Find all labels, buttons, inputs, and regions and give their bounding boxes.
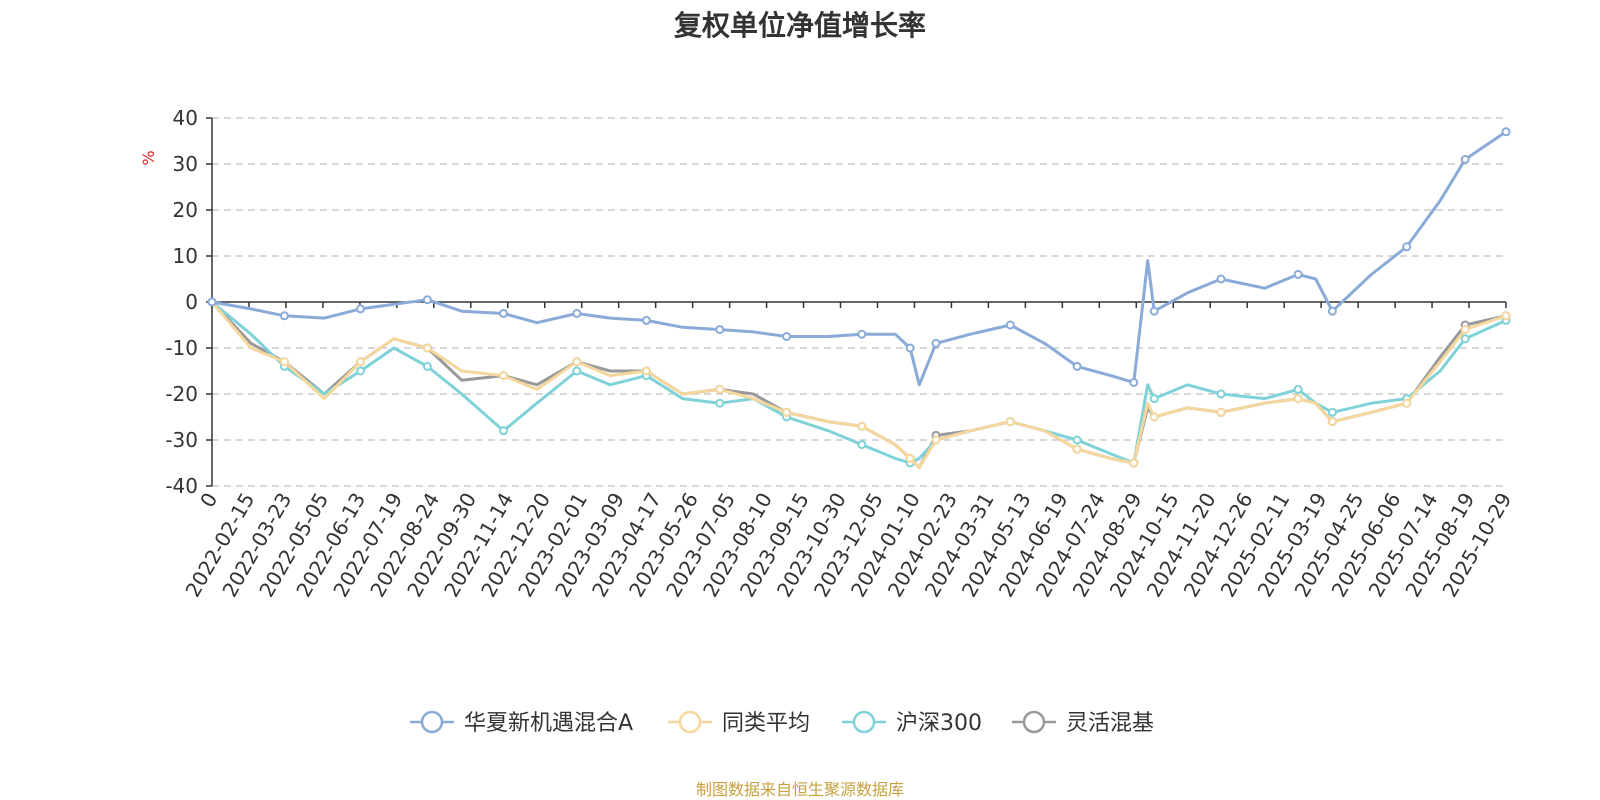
series-1-point bbox=[1005, 320, 1015, 330]
series-1-point bbox=[1460, 154, 1470, 164]
series-2-point bbox=[905, 453, 915, 463]
series-2-point bbox=[1216, 407, 1226, 417]
series-1-point bbox=[782, 332, 792, 341]
legend[interactable]: 华夏新机遇混合A 同类平均 沪深300 灵活混基 bbox=[410, 710, 1154, 736]
legend-marker bbox=[1022, 710, 1046, 734]
series-1-point bbox=[715, 325, 725, 335]
series-3-point bbox=[1072, 435, 1082, 445]
series-2-point bbox=[1402, 398, 1412, 408]
series-3-point bbox=[356, 366, 365, 376]
series-1-point bbox=[1149, 306, 1159, 316]
y-axis: -40 -30 -20 -10 0 10 20 30 40% bbox=[139, 106, 213, 498]
series-1-point bbox=[1072, 361, 1082, 371]
series-1-point bbox=[279, 311, 289, 321]
series-3-point bbox=[1293, 384, 1303, 394]
chart-title: 复权单位净值增长率 bbox=[673, 9, 926, 42]
legend-item-2[interactable]: 同类平均 bbox=[668, 710, 810, 736]
series-3-point bbox=[1327, 407, 1337, 417]
y-tick-label: -30 bbox=[165, 428, 198, 452]
series-2-point bbox=[356, 357, 365, 367]
series-2-point bbox=[1129, 458, 1139, 468]
series-3-point bbox=[499, 426, 508, 436]
series-2-point bbox=[1005, 417, 1015, 427]
y-tick-label: 10 bbox=[173, 244, 198, 268]
source-note: 制图数据来自恒生聚源数据库 bbox=[695, 780, 904, 799]
series-2-point bbox=[499, 371, 508, 381]
series-2-point bbox=[1460, 325, 1470, 335]
legend-label: 沪深300 bbox=[896, 711, 982, 736]
series-1-point bbox=[857, 329, 867, 339]
series-1-point bbox=[931, 338, 941, 348]
series-3-point bbox=[422, 361, 432, 371]
legend-label: 同类平均 bbox=[722, 711, 810, 736]
series-3-point bbox=[1216, 389, 1226, 399]
legend-marker bbox=[420, 710, 444, 734]
series-line-3 bbox=[211, 300, 1507, 465]
legend-marker bbox=[678, 710, 702, 734]
series-lines bbox=[207, 127, 1511, 470]
series-2-point bbox=[1501, 311, 1511, 321]
series-2-point bbox=[279, 357, 289, 367]
series-2-point bbox=[782, 407, 792, 417]
series-1-point bbox=[1327, 306, 1337, 316]
series-1-point bbox=[422, 295, 432, 305]
series-1-point bbox=[1293, 269, 1303, 279]
series-2-point bbox=[572, 357, 582, 367]
series-1-point bbox=[207, 297, 217, 307]
y-tick-label: -40 bbox=[165, 474, 198, 498]
legend-item-3[interactable]: 沪深300 bbox=[842, 710, 982, 736]
series-3-point bbox=[1149, 394, 1159, 404]
series-2-point bbox=[422, 343, 432, 353]
series-1-point bbox=[1402, 242, 1412, 252]
y-tick-label: -10 bbox=[165, 336, 198, 360]
y-tick-label: 20 bbox=[173, 198, 198, 222]
series-2-point bbox=[715, 384, 725, 394]
y-tick-label: -20 bbox=[165, 382, 198, 406]
series-1-point bbox=[1129, 378, 1139, 387]
series-3-point bbox=[572, 366, 582, 376]
y-tick-label: 40 bbox=[173, 106, 198, 130]
series-2-point bbox=[857, 421, 867, 431]
legend-item-1[interactable]: 华夏新机遇混合A bbox=[410, 710, 633, 736]
series-1-point bbox=[572, 309, 582, 318]
legend-item-4[interactable]: 灵活混基 bbox=[1012, 710, 1154, 736]
series-2-point bbox=[1293, 394, 1303, 404]
legend-marker bbox=[852, 710, 876, 734]
x-tick-label: 0 bbox=[195, 489, 222, 512]
y-tick-label: 0 bbox=[185, 290, 198, 314]
series-1-point bbox=[499, 309, 508, 318]
series-3-point bbox=[1460, 334, 1470, 344]
series-2-point bbox=[1072, 444, 1082, 454]
series-2-point bbox=[641, 366, 651, 376]
legend-label: 灵活混基 bbox=[1066, 711, 1154, 736]
y-tick-label: 30 bbox=[173, 152, 198, 176]
series-2-point bbox=[931, 435, 941, 445]
legend-label: 华夏新机遇混合A bbox=[464, 711, 633, 736]
y-axis-unit: % bbox=[139, 150, 158, 165]
series-3-point bbox=[857, 440, 867, 450]
series-1-point bbox=[356, 304, 365, 314]
series-1-point bbox=[905, 343, 915, 353]
series-line-1 bbox=[211, 130, 1507, 387]
series-2-point bbox=[1149, 412, 1159, 422]
series-1-point bbox=[1501, 127, 1511, 137]
series-3-point bbox=[715, 398, 725, 408]
series-1-point bbox=[1216, 274, 1226, 284]
series-2-point bbox=[1327, 417, 1337, 427]
series-1-point bbox=[641, 315, 651, 325]
